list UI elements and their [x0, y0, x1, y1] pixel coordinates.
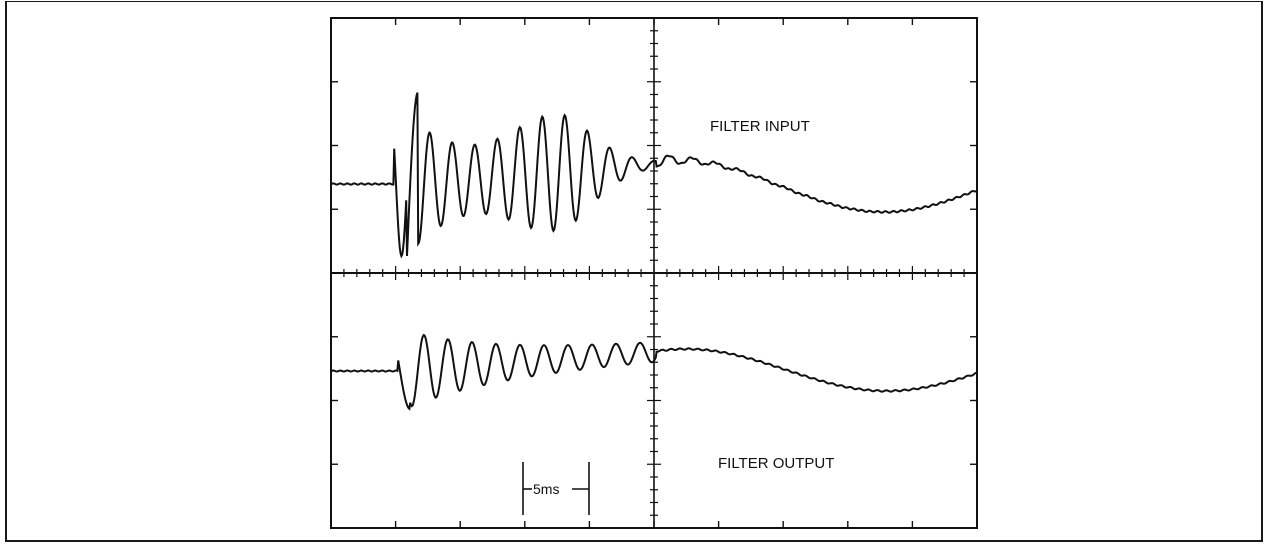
filter-input-label: FILTER INPUT [710, 118, 810, 135]
time-scale-bar: 5ms [522, 462, 590, 515]
filter-input-trace [330, 92, 978, 259]
filter-output-trace [330, 333, 977, 411]
graticule-ticks [331, 18, 977, 528]
figure-border [5, 1, 1263, 542]
filter-output-label: FILTER OUTPUT [718, 455, 834, 472]
time-scale-label: 5ms [533, 481, 559, 497]
